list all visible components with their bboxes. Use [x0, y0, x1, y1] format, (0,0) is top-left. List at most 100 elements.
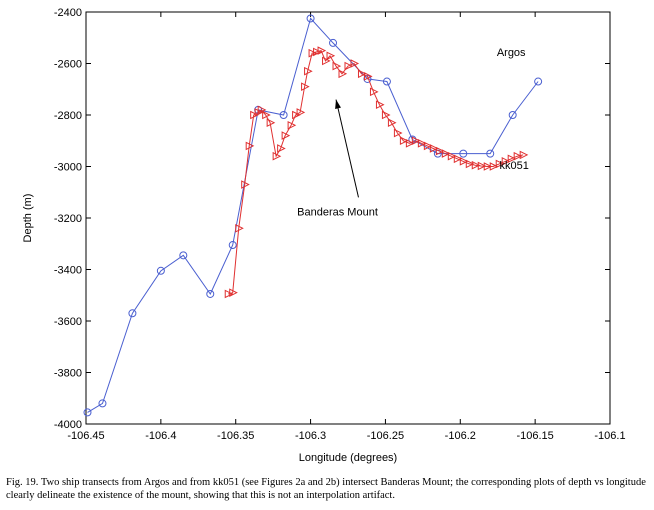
data-point: [507, 154, 517, 164]
annotation-label: Argos: [497, 47, 526, 59]
data-point: [344, 61, 354, 71]
data-point: [357, 69, 367, 79]
data-point: [228, 241, 237, 250]
data-point: [83, 408, 92, 417]
data-point: [411, 136, 421, 146]
data-point: [495, 159, 505, 169]
annotation-label: Banderas Mount: [297, 206, 378, 218]
data-point: [317, 46, 327, 55]
data-point: [235, 223, 244, 233]
y-tick-label: -3400: [54, 265, 82, 277]
series-line: [87, 17, 539, 413]
data-point: [459, 149, 468, 158]
depth-longitude-chart: -106.45 -106.4 -106.35 -106.3 -106.25 -106.2 -…: [22, 7, 626, 464]
data-point: [98, 399, 107, 408]
data-point: [250, 110, 259, 120]
data-point: [513, 151, 523, 161]
data-point: [301, 82, 310, 91]
data-point: [393, 128, 403, 138]
data-point: [369, 87, 379, 97]
data-point: [241, 180, 250, 189]
y-tick-label: -3600: [54, 316, 82, 328]
data-point: [508, 111, 517, 119]
data-point: [272, 151, 282, 161]
data-point: [447, 151, 457, 161]
data-point: [296, 108, 306, 117]
data-point: [399, 136, 409, 146]
x-tick-label: -106.2: [445, 430, 476, 442]
data-point: [179, 251, 188, 260]
data-point: [326, 51, 336, 61]
data-point: [306, 14, 315, 23]
data-point: [332, 61, 342, 71]
data-point: [304, 66, 313, 76]
y-tick-label: -2600: [54, 59, 82, 71]
data-point: [245, 141, 255, 151]
data-point: [338, 69, 348, 79]
series-layer: [83, 14, 543, 417]
data-point: [417, 139, 427, 148]
y-axis-label: Depth (m): [22, 194, 34, 243]
x-tick-label: -106.15: [516, 430, 553, 442]
axis-tick-labels: -106.45 -106.4 -106.35 -106.3 -106.25 -106.2 -…: [54, 7, 626, 442]
data-point: [423, 141, 433, 151]
series-kk051: [224, 46, 529, 299]
data-point: [156, 266, 165, 275]
data-point: [471, 160, 481, 170]
y-tick-label: -3200: [54, 213, 82, 225]
data-point: [363, 72, 373, 81]
y-tick-label: -3800: [54, 368, 82, 380]
data-point: [477, 161, 487, 171]
y-tick-label: -2800: [54, 110, 82, 122]
annotation-arrow-shaft: [335, 99, 359, 198]
data-point: [459, 157, 469, 166]
data-point: [486, 149, 495, 158]
data-point: [387, 118, 397, 128]
annotation-label: kk051: [500, 160, 529, 172]
data-point: [277, 144, 286, 153]
data-point: [441, 149, 451, 158]
data-point: [405, 139, 415, 148]
data-point: [254, 108, 264, 117]
data-point: [313, 47, 322, 57]
data-point: [308, 48, 318, 58]
data-point: [206, 289, 215, 298]
data-point: [381, 110, 391, 120]
figure-caption: Fig. 19. Two ship transects from Argos a…: [6, 477, 646, 501]
data-point: [519, 150, 529, 160]
data-point: [279, 111, 288, 119]
data-point: [224, 289, 234, 299]
x-tick-label: -106.25: [367, 430, 404, 442]
axis-ticks: [85, 11, 611, 425]
x-tick-label: -106.45: [67, 430, 104, 442]
x-tick-label: -106.1: [594, 430, 625, 442]
y-tick-label: -4000: [54, 419, 82, 431]
data-point: [483, 162, 493, 171]
data-point: [382, 77, 391, 86]
data-point: [257, 105, 267, 115]
x-tick-label: -106.35: [217, 430, 254, 442]
data-point: [281, 131, 291, 140]
data-point: [128, 309, 137, 318]
data-point: [375, 100, 385, 110]
data-point: [266, 118, 276, 128]
data-point: [465, 159, 475, 169]
data-point: [229, 288, 238, 297]
data-point: [501, 157, 511, 166]
data-point: [287, 120, 297, 130]
data-point: [329, 38, 338, 47]
x-tick-label: -106.4: [145, 430, 176, 442]
data-point: [322, 56, 331, 66]
x-tick-label: -106.3: [295, 430, 326, 442]
annotation-arrow-head: [335, 99, 341, 109]
data-point: [262, 110, 271, 120]
x-axis-label: Longitude (degrees): [299, 452, 397, 464]
y-tick-label: -2400: [54, 7, 82, 19]
data-point: [534, 77, 543, 86]
y-tick-label: -3000: [54, 162, 82, 174]
data-point: [435, 146, 445, 156]
data-point: [489, 162, 499, 171]
annotation-layer: Argos kk051 Banderas Mount: [297, 47, 529, 219]
data-point: [429, 144, 439, 153]
series-line: [228, 49, 524, 295]
